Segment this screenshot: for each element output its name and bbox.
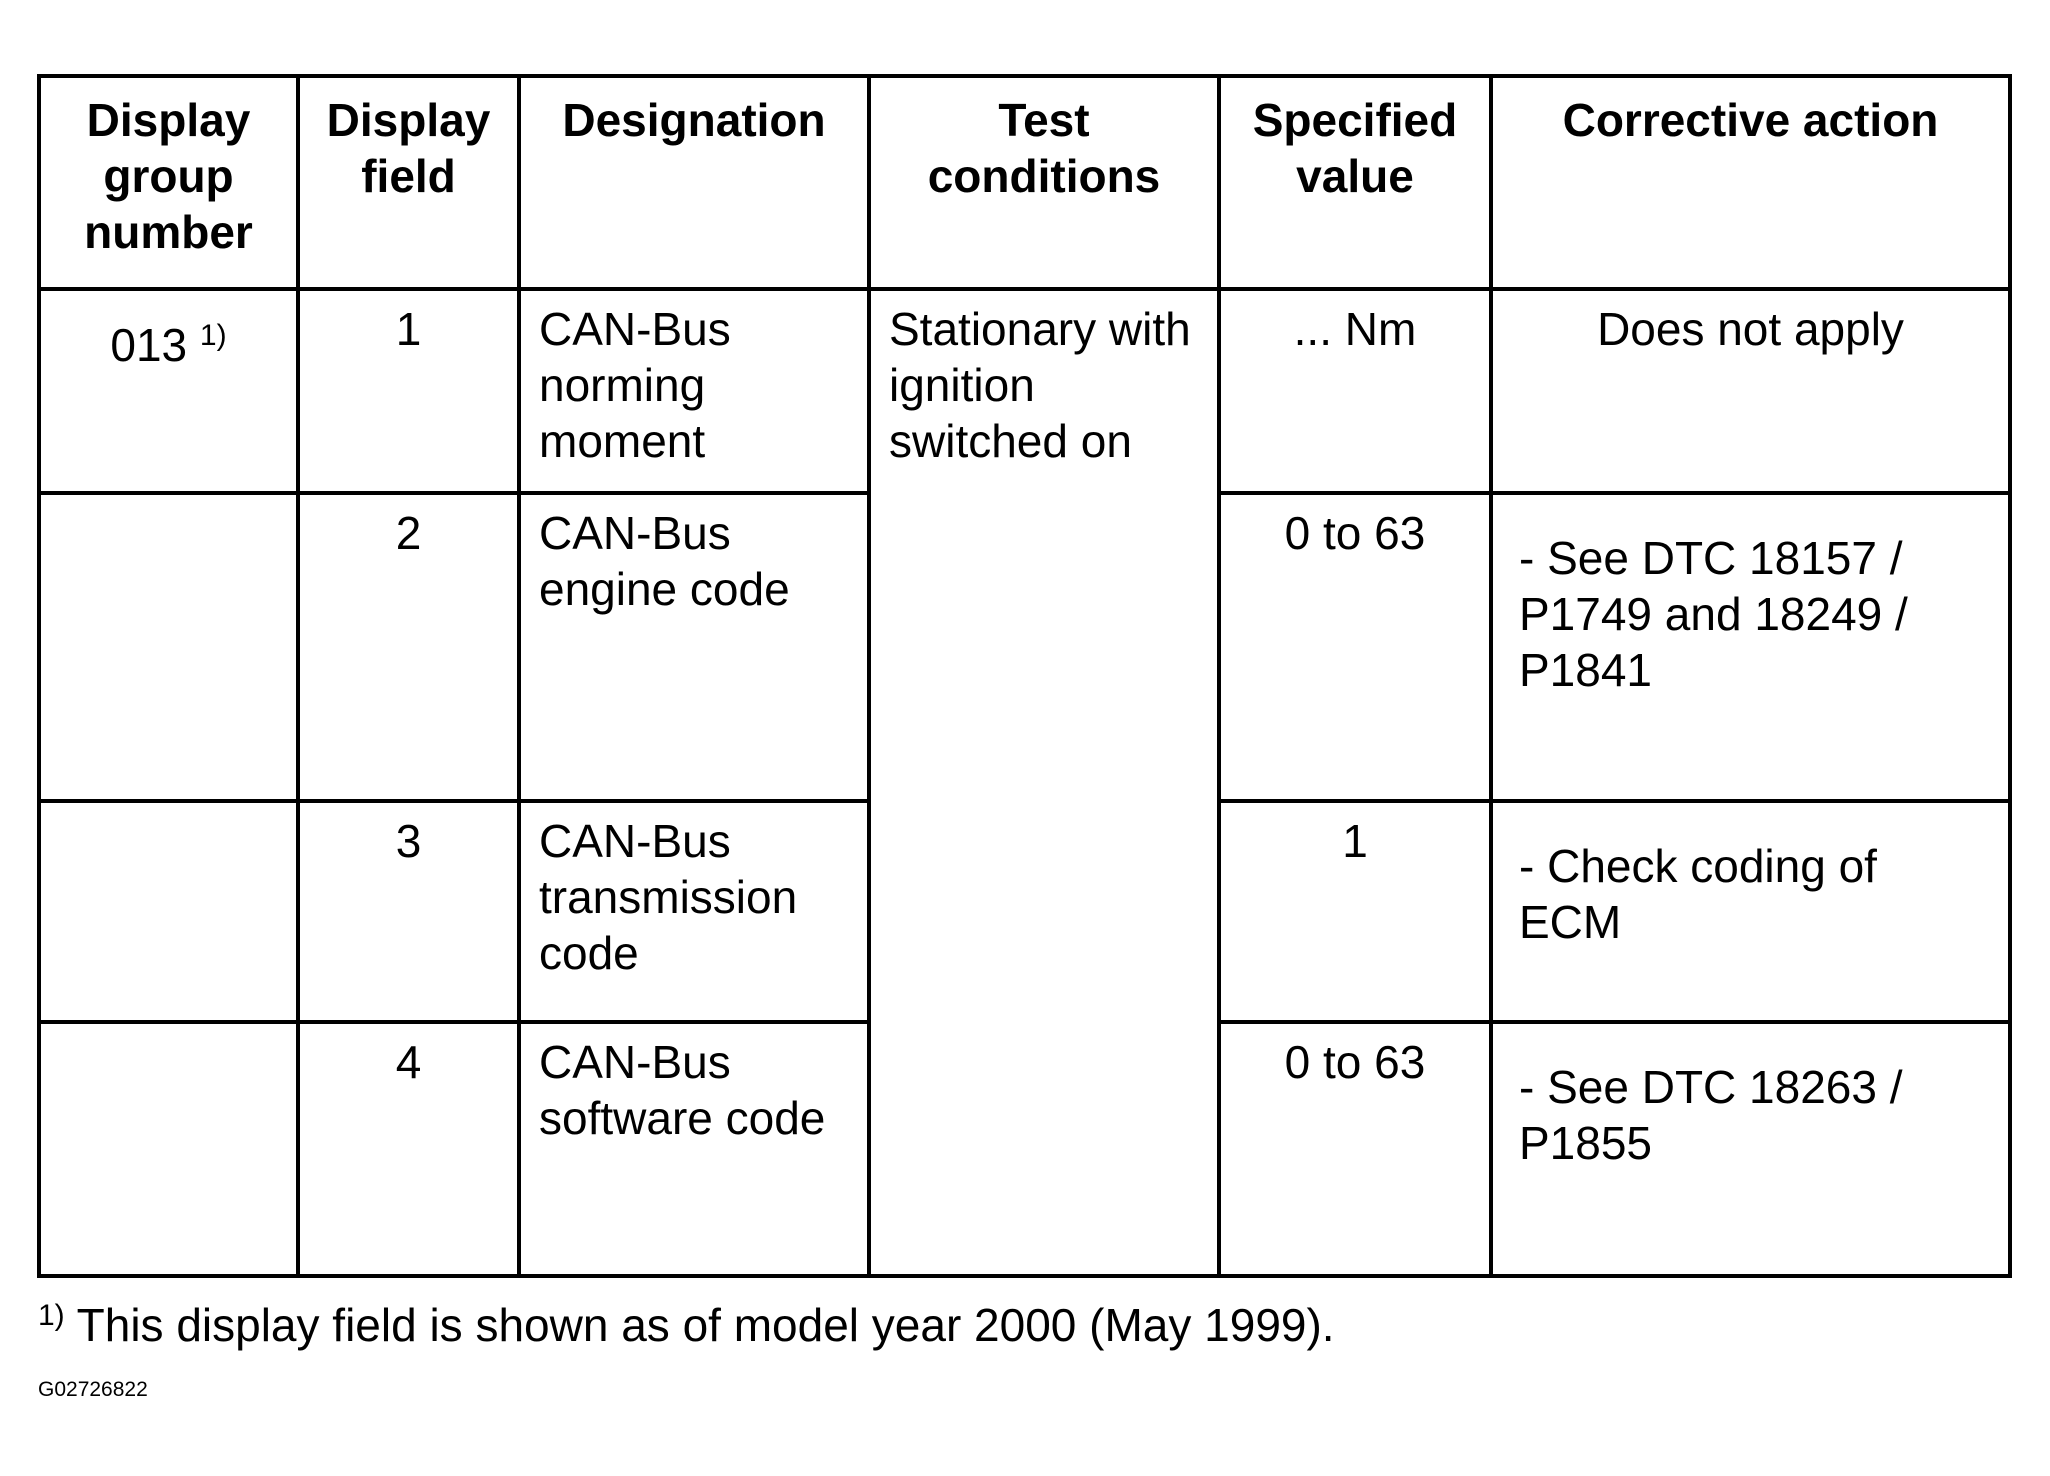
specified-cell: 0 to 63	[1217, 1020, 1493, 1278]
group-cell	[37, 1020, 300, 1278]
field-cell: 4	[296, 1020, 521, 1278]
designation-cell: CAN-Bus software code	[517, 1020, 871, 1278]
header-cell: Specified value	[1217, 74, 1493, 291]
group-number: 013	[110, 319, 188, 371]
field-cell: 3	[296, 799, 521, 1024]
header-cell: Corrective action	[1489, 74, 2012, 291]
action-cell: - Check coding of ECM	[1489, 799, 2012, 1024]
header-cell: Display field	[296, 74, 521, 291]
action-cell: Does not apply	[1489, 287, 2012, 495]
designation-cell: CAN-Bus transmission code	[517, 799, 871, 1024]
group-note: 1)	[199, 319, 227, 352]
footnote-marker: 1)	[38, 1299, 65, 1332]
group-cell: 013 1)	[37, 287, 300, 495]
action-cell: - See DTC 18157 / P1749 and 18249 / P184…	[1489, 491, 2012, 803]
footnote-text: This display field is shown as of model …	[76, 1299, 1335, 1351]
designation-cell: CAN-Bus engine code	[517, 491, 871, 803]
header-cell: Test conditions	[867, 74, 1221, 291]
group-cell	[37, 491, 300, 803]
designation-cell: CAN-Bus norming moment	[517, 287, 871, 495]
header-cell: Display group number	[37, 74, 300, 291]
specified-cell: ... Nm	[1217, 287, 1493, 495]
test-conditions-cell: Stationary with ignition switched on	[867, 287, 1221, 1278]
header-cell: Designation	[517, 74, 871, 291]
action-cell: - See DTC 18263 / P1855	[1489, 1020, 2012, 1278]
field-cell: 2	[296, 491, 521, 803]
group-cell	[37, 799, 300, 1024]
specified-cell: 0 to 63	[1217, 491, 1493, 803]
field-cell: 1	[296, 287, 521, 495]
specified-cell: 1	[1217, 799, 1493, 1024]
footnote: 1) This display field is shown as of mod…	[38, 1298, 1335, 1352]
figure-id: G02726822	[38, 1378, 148, 1401]
